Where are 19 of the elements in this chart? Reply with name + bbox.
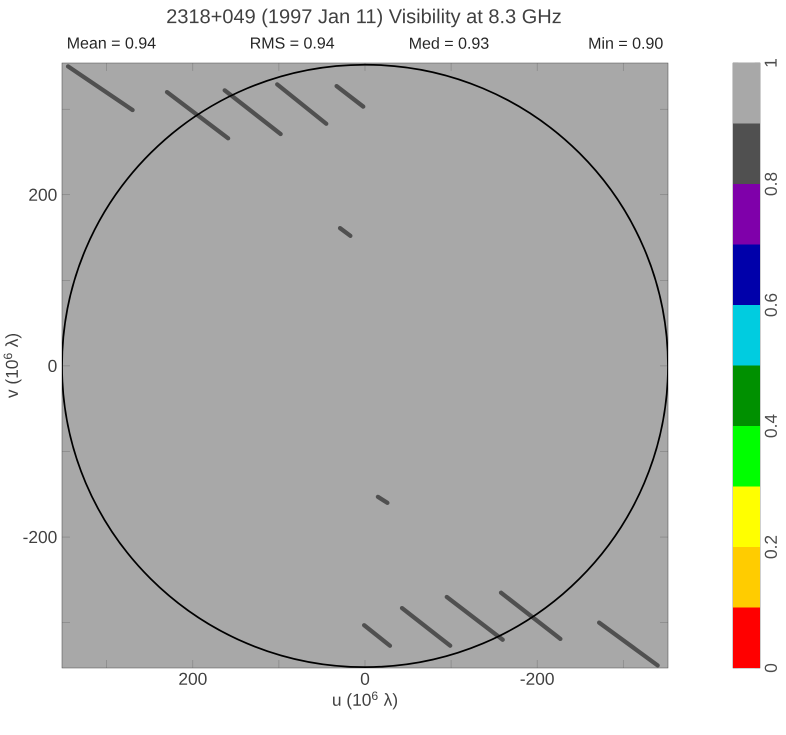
y-axis-title: v (10$^{6}$ λ) — [4, 334, 22, 398]
color-bar-label: 0.2 — [764, 536, 777, 558]
color-bar-label: 1 — [764, 59, 777, 66]
chart-title: 2318+049 (1997 Jan 11) Visibility at 8.3 GHz — [167, 8, 561, 28]
color-bar-label: 0.8 — [764, 172, 777, 196]
x-tick-label: -200 — [520, 672, 554, 685]
color-bar-label: 0 — [764, 664, 777, 672]
y-tick-label: -200 — [23, 530, 57, 544]
text: RMS = 0.94 — [251, 37, 334, 49]
x-tick-label: 200 — [179, 672, 207, 685]
text: Min = 0.90 — [589, 37, 663, 49]
color-bar-label: 0.4 — [764, 414, 777, 438]
color-bar-label: 0.6 — [764, 294, 777, 316]
y-tick-label: 0 — [48, 360, 57, 372]
text: Mean = 0.94 — [68, 37, 156, 49]
text: Med = 0.93 — [410, 37, 488, 49]
y-tick-label: 200 — [29, 188, 57, 201]
x-axis-title: u (10$^{6}$ λ) — [333, 691, 398, 710]
x-tick-label: 0 — [360, 672, 370, 685]
